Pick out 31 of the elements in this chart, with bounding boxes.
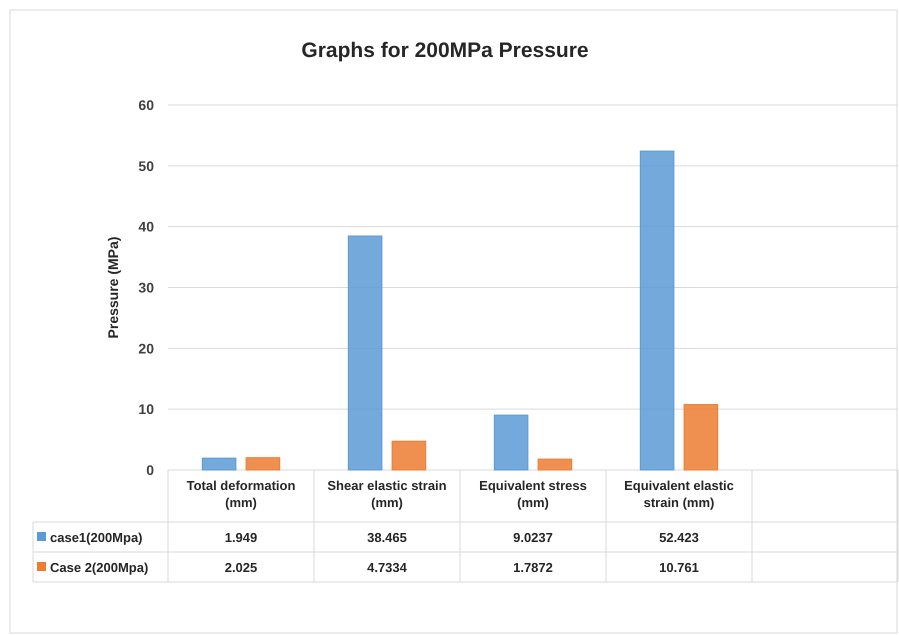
data-label: 52.423 — [659, 530, 699, 545]
data-label: 4.7334 — [367, 560, 408, 575]
bar — [348, 236, 382, 470]
data-label: 9.0237 — [513, 530, 553, 545]
data-label: 1.949 — [224, 530, 258, 545]
y-tick-label: 30 — [138, 280, 154, 296]
bar — [538, 458, 572, 470]
bar — [640, 150, 674, 470]
data-label: 1.7872 — [513, 560, 553, 575]
x-tick-label: Equivalent elastic strain (mm) — [624, 478, 734, 510]
bar — [392, 440, 426, 470]
x-tick-label: Shear elastic strain (mm) — [327, 478, 447, 510]
y-tick-label: 60 — [138, 97, 154, 113]
x-tick-label: Total deformation (mm) — [186, 478, 296, 510]
y-axis-title: Pressure (MPa) — [105, 236, 121, 338]
data-label: 10.761 — [659, 560, 699, 575]
x-tick-label: Equivalent stress (mm) — [479, 478, 587, 510]
y-tick-label: 20 — [138, 340, 154, 356]
y-tick-label: 0 — [146, 462, 154, 478]
y-tick-label: 10 — [138, 401, 154, 418]
bar — [494, 414, 528, 470]
y-tick-label: 50 — [138, 158, 154, 174]
legend-label: case1(200Mpa) — [50, 530, 142, 545]
data-label: 2.025 — [224, 560, 258, 575]
bar — [246, 457, 280, 470]
legend-label: Case 2(200Mpa) — [50, 560, 148, 575]
chart-title: Graphs for 200MPa Pressure — [301, 39, 589, 62]
data-label: 38.465 — [367, 530, 407, 545]
y-tick-label: 40 — [138, 218, 154, 235]
bar — [684, 404, 718, 470]
bar — [202, 458, 236, 470]
